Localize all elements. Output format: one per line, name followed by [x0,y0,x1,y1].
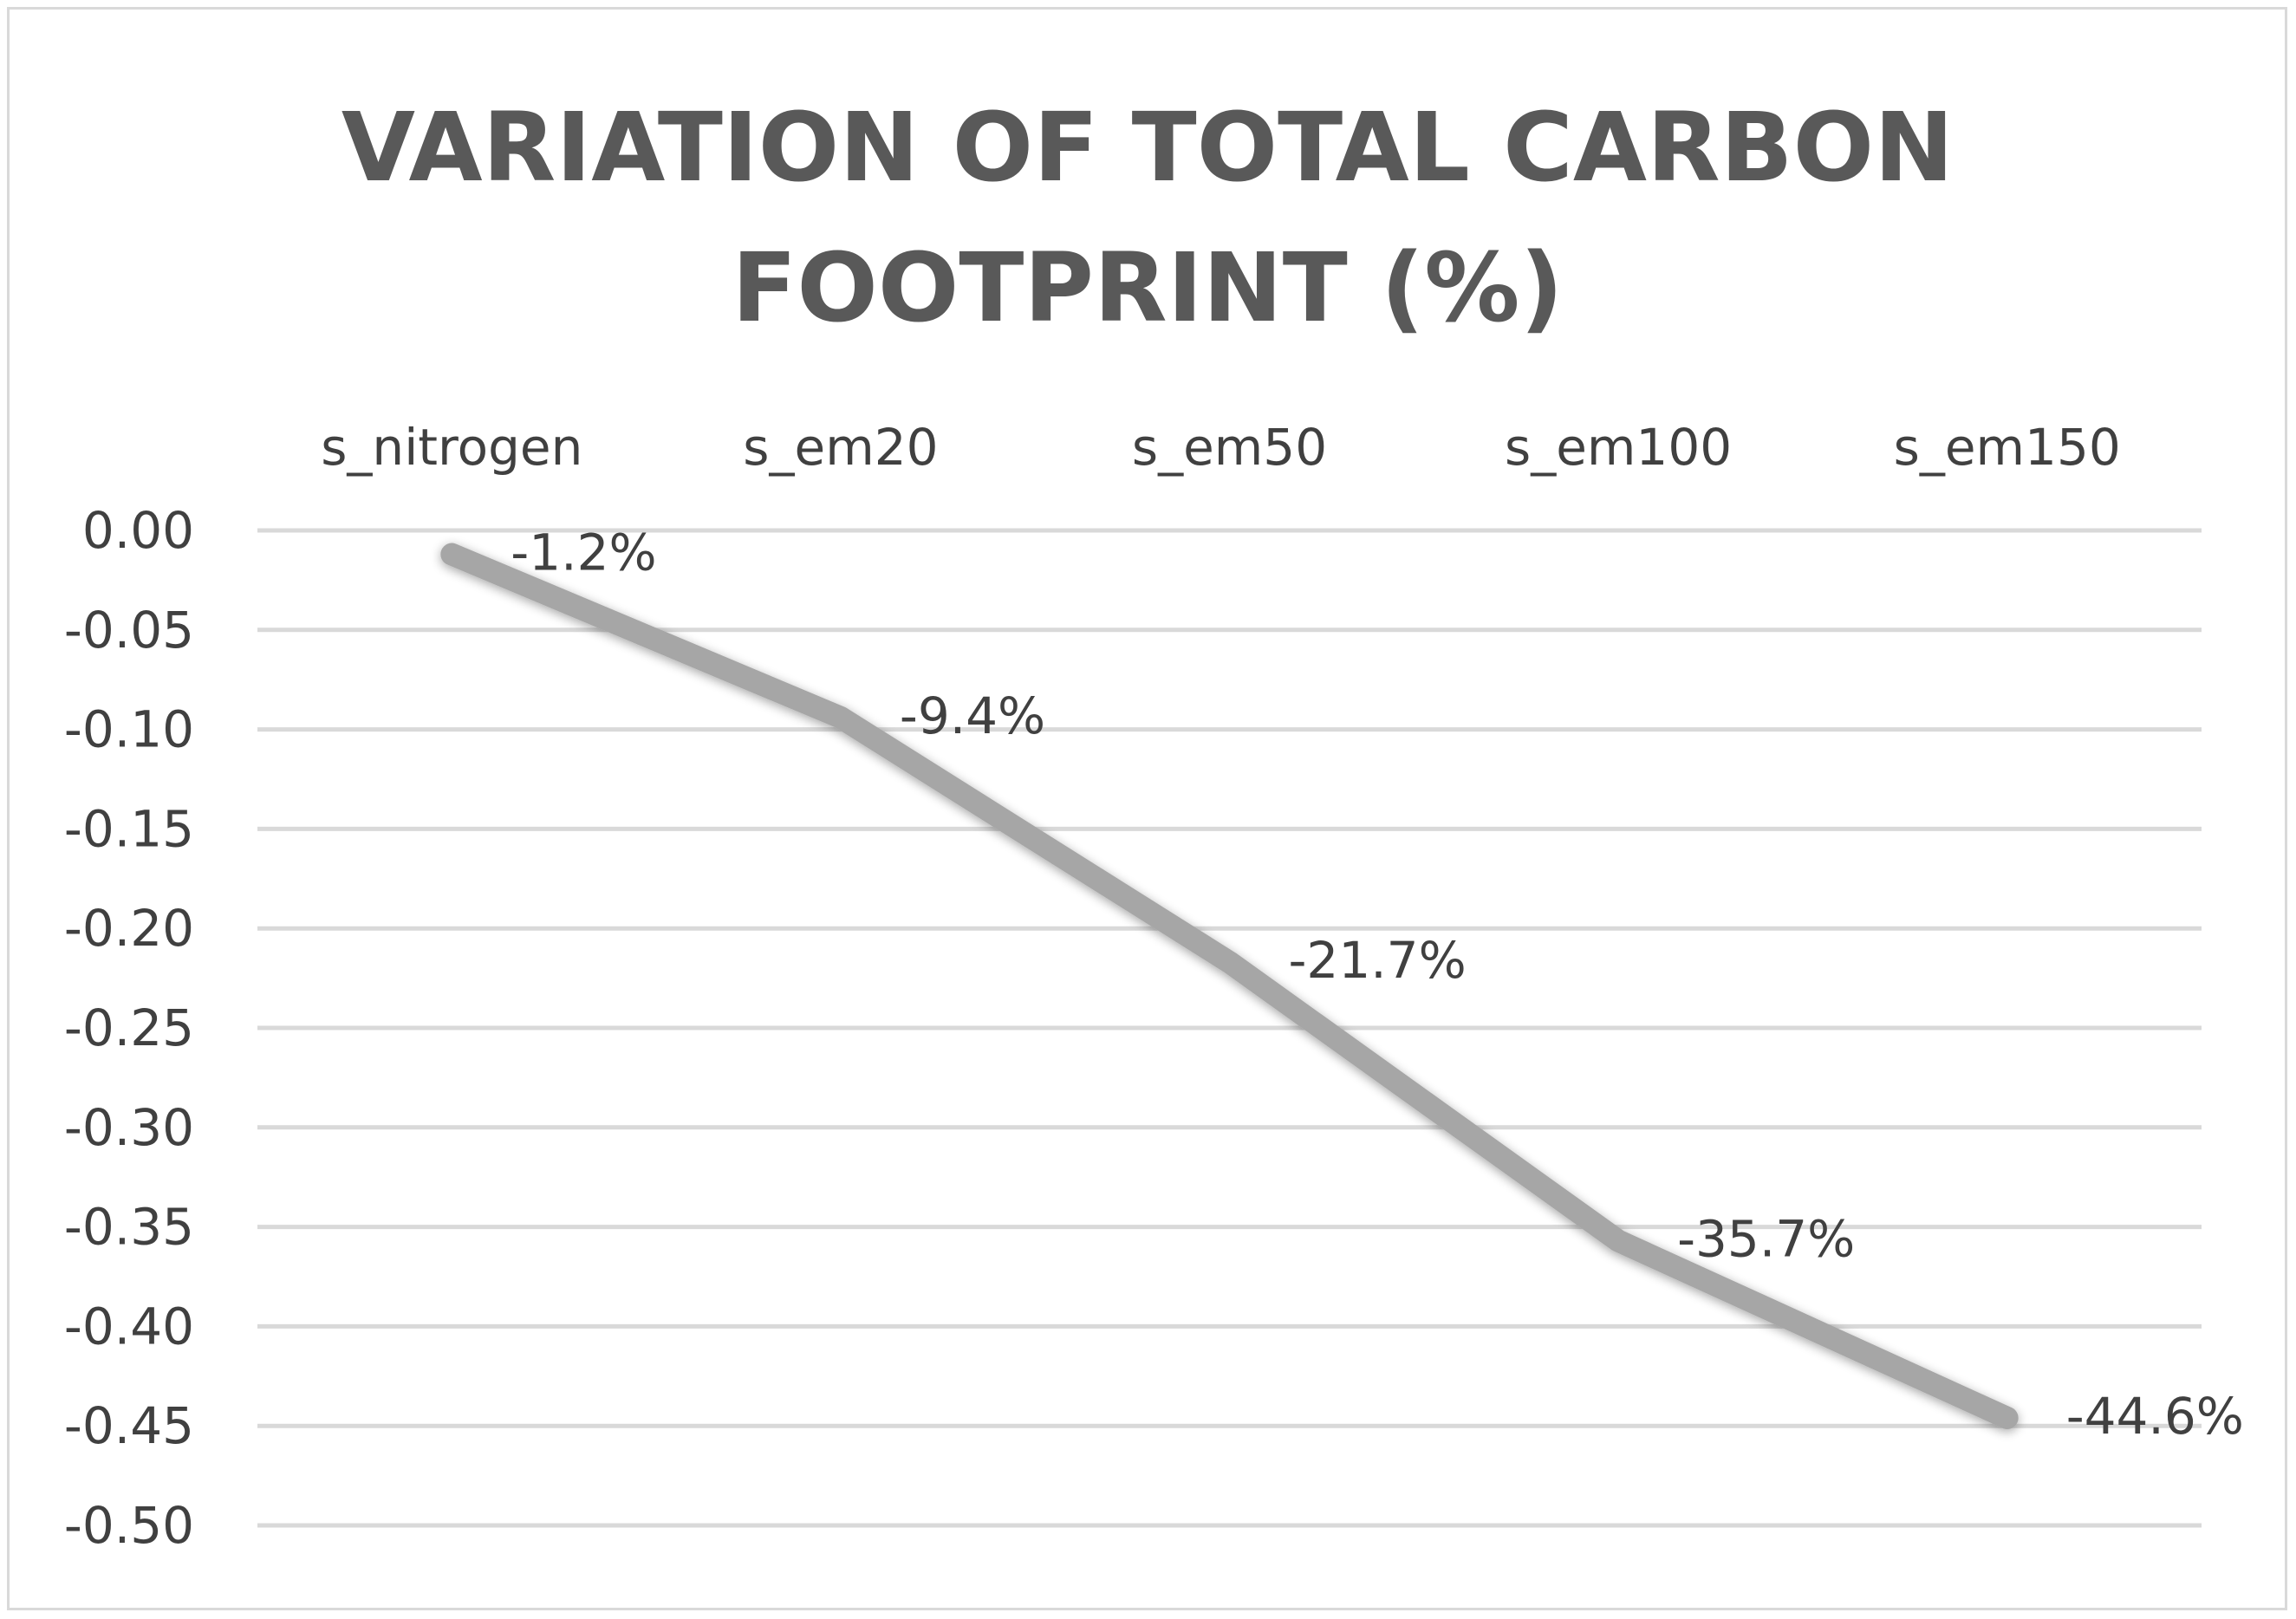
data-labels: -1.2% -9.4% -21.7% -35.7% -44.6% [511,523,2244,1446]
y-tick-label: -0.30 [64,1098,194,1157]
y-tick-label: -0.25 [64,998,194,1057]
x-category-label: s_em100 [1505,418,1732,477]
data-label: -9.4% [900,686,1045,745]
y-axis-tick-labels: 0.00 -0.05 -0.10 -0.15 -0.20 -0.25 -0.30 -0.35 -… [64,501,194,1555]
y-tick-label: -0.50 [64,1496,194,1555]
y-tick-label: -0.45 [64,1396,194,1455]
data-label: -21.7% [1289,931,1467,990]
x-axis-category-labels: s_nitrogen s_em20 s_em50 s_em100 s_em150 [321,418,2121,477]
chart-frame [7,7,2287,1610]
y-tick-label: -0.40 [64,1297,194,1356]
x-category-label: s_nitrogen [321,418,582,477]
series-line [440,543,2019,1430]
x-category-label: s_em50 [1132,418,1327,477]
grid-lines [257,528,2202,1528]
data-label: -1.2% [511,523,656,582]
data-label: -44.6% [2066,1387,2244,1446]
data-label: -35.7% [1677,1210,1855,1269]
y-tick-label: -0.15 [64,799,194,858]
y-tick-label: -0.05 [64,601,194,660]
x-category-label: s_em20 [743,418,938,477]
chart-title-line-2: FOOTPRINT (%) [732,232,1564,343]
data-series [440,543,2019,1430]
y-tick-label: -0.20 [64,899,194,958]
chart-title-line-1: VARIATION OF TOTAL CARBON [341,92,1954,203]
y-tick-label: -0.10 [64,700,194,759]
x-category-label: s_em150 [1894,418,2121,477]
y-tick-label: -0.35 [64,1198,194,1257]
y-tick-label: 0.00 [82,501,194,560]
